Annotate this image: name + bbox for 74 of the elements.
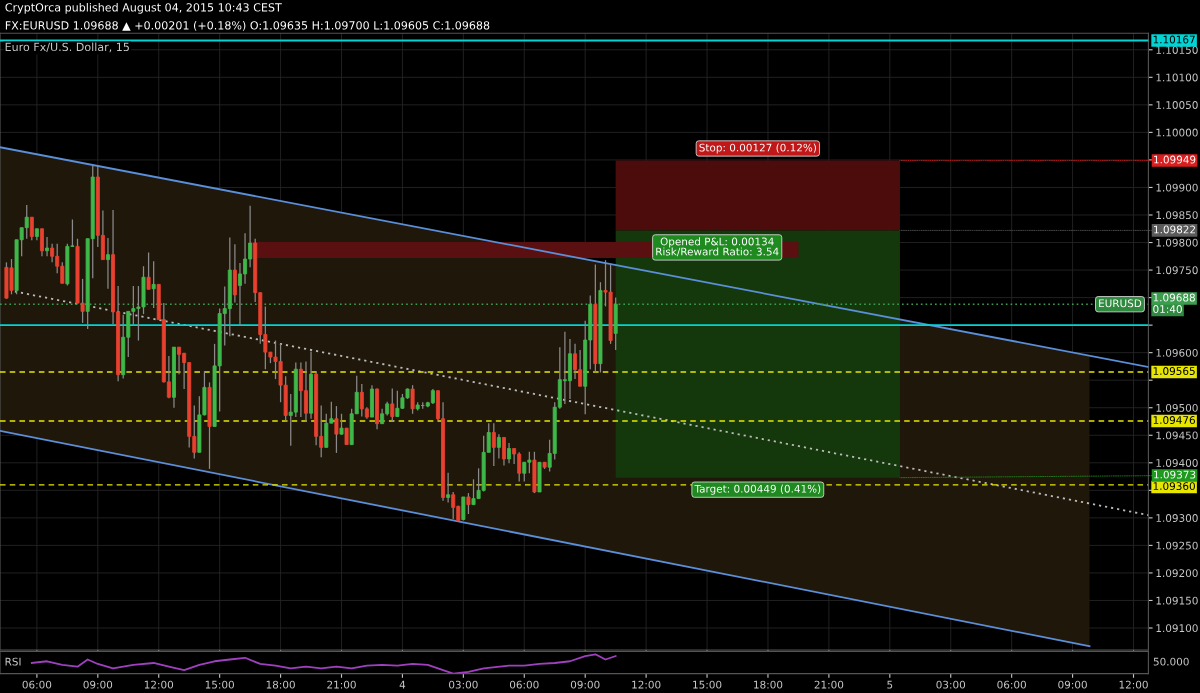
y-tick-label: 1.09450 [1156, 431, 1198, 440]
x-tick-label: 03:00 [936, 680, 966, 689]
x-tick-label: 21:00 [814, 680, 844, 689]
x-tick-label: 03:00 [449, 680, 478, 689]
ref-line-label: 1.09360 [1153, 482, 1195, 491]
x-tick-label: 18:00 [754, 680, 783, 689]
y-tick-label: 1.09300 [1156, 514, 1198, 522]
candlestick [501, 436, 506, 467]
ref-line-label: 1.10167 [1153, 35, 1195, 44]
chart-title: RSI [5, 657, 21, 666]
annotation: Stop: 0.00127 (0.12%) [699, 143, 816, 154]
x-tick-label: 09:00 [1058, 680, 1087, 689]
chart-subtitle: FX:EURUSD 1.09688 ▲ +0.00201 (+0.18%) O:1.09635 H:1.09700 L:1.09605 C:1.09688 [5, 20, 490, 31]
candlestick [466, 492, 471, 515]
x-tick-label: 12:00 [144, 680, 174, 689]
x-tick-label: 5 [887, 680, 893, 689]
text: Euro Fx/U.S. Dollar, 15 [5, 42, 129, 53]
candlestick [339, 413, 344, 436]
annotation: 1.09949 [1154, 155, 1196, 164]
x-tick-label: 18:00 [266, 680, 295, 689]
x-tick-label: 21:00 [327, 680, 356, 689]
y-tick-label: 1.09400 [1156, 459, 1198, 467]
annotation: 1.09822 [1154, 225, 1196, 234]
candlestick [390, 387, 395, 423]
candlestick [461, 496, 466, 522]
y-tick-label: 1.09250 [1156, 541, 1198, 550]
y-tick-label: 1.09150 [1156, 596, 1198, 605]
text: 01:40 [1153, 305, 1182, 313]
candlestick [446, 472, 451, 504]
annotation: EURUSD [1099, 299, 1142, 308]
y-tick-label: 1.09600 [1156, 348, 1198, 357]
candlestick [105, 237, 110, 290]
candlestick [50, 243, 55, 263]
text: 50.000 [1153, 657, 1189, 666]
y-tick-label: 1.10050 [1156, 101, 1198, 109]
y-tick-label: 1.09900 [1156, 183, 1198, 192]
x-tick-label: 09:00 [83, 680, 113, 689]
y-tick-label: 1.09750 [1156, 266, 1198, 275]
x-tick-label: 09:00 [570, 680, 600, 689]
candlestick [177, 346, 182, 375]
x-tick-label: 06:00 [509, 680, 539, 689]
candlestick [491, 422, 496, 467]
y-tick-label: 1.10100 [1156, 73, 1198, 82]
candlestick [303, 360, 308, 423]
y-tick-label: 1.10000 [1156, 128, 1198, 137]
candlestick [496, 433, 501, 460]
x-tick-label: 15:00 [693, 680, 722, 689]
x-tick-label: 06:00 [22, 680, 52, 689]
y-tick-label: 1.09100 [1156, 624, 1198, 633]
x-tick-label: 15:00 [205, 680, 234, 689]
x-tick-label: 12:00 [632, 680, 661, 689]
ref-line-label: 1.09688 [1153, 293, 1195, 302]
x-tick-label: 12:00 [1119, 680, 1148, 689]
x-tick-label: 06:00 [997, 680, 1026, 689]
candlestick [39, 228, 44, 257]
annotation: 1.09373 [1154, 470, 1196, 479]
annotation: Target: 0.00449 (0.41%) [694, 484, 821, 495]
text: CryptOrca published August 04, 2015 10:43 CEST [5, 2, 282, 14]
candlestick [45, 236, 50, 257]
y-tick-label: 1.09200 [1156, 569, 1198, 578]
candlestick [507, 442, 512, 464]
y-tick-label: 1.10150 [1156, 46, 1198, 54]
ref-line-label: 1.09565 [1153, 367, 1195, 375]
y-tick-label: 1.09500 [1156, 403, 1198, 412]
y-tick-label: 1.09850 [1156, 211, 1198, 220]
candlestick [29, 216, 34, 241]
candlestick [146, 251, 151, 290]
candlestick [334, 405, 339, 454]
x-tick-label: 4 [399, 680, 406, 689]
ref-line-label: 1.09476 [1153, 416, 1195, 424]
y-tick-label: 1.09800 [1156, 238, 1198, 247]
candlestick [410, 384, 415, 415]
annotation: Opened P&L: 0.00134 Risk/Reward Ratio: 3.54 [656, 237, 779, 257]
candlestick [151, 260, 156, 309]
